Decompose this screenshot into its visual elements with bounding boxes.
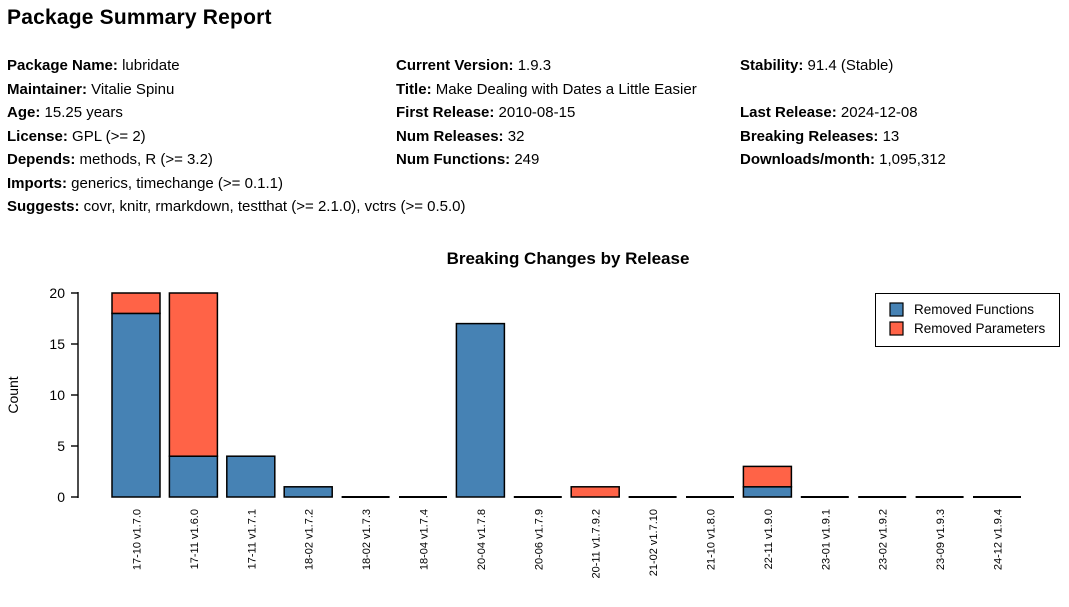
field-value: 13 — [878, 127, 900, 145]
x-tick-label: 17-10 v1.7.0 — [132, 509, 144, 570]
x-tick-label: 20-04 v1.7.8 — [476, 509, 488, 570]
field-label: Suggests: — [7, 198, 80, 215]
field-value: 1.9.3 — [513, 57, 552, 74]
field-label: Title: — [396, 80, 432, 98]
field-value: Make Dealing with Dates a Little Easier — [431, 80, 697, 98]
field-label: Num Releases: — [396, 127, 504, 145]
field-row: Breaking Releases: 13 — [740, 125, 946, 149]
y-tick-label: 5 — [57, 438, 65, 454]
bar-segment-parameters — [742, 465, 793, 488]
field-row: License: GPL (>= 2) — [7, 125, 466, 149]
legend-label: Removed Functions — [914, 302, 1034, 317]
page-title: Package Summary Report — [7, 6, 272, 29]
x-tick-label: 23-02 v1.9.2 — [878, 509, 890, 570]
field-label: Last Release: — [740, 104, 837, 121]
bar-segment-parameters — [111, 292, 161, 315]
bar-segment-functions — [111, 312, 161, 498]
field-label: Age: — [7, 104, 41, 121]
bar-segment-functions — [168, 455, 219, 498]
field-row: Current Version: 1.9.3 — [396, 54, 697, 78]
bar-segment-parameters — [168, 292, 219, 457]
field-row: Depends: methods, R (>= 3.2) — [7, 148, 466, 172]
field-value: 91.4 (Stable) — [803, 57, 894, 74]
field-label: Downloads/month: — [740, 151, 875, 168]
header-column-stability: Stability: 91.4 (Stable) Last Release: 20… — [740, 54, 946, 172]
chart-title: Breaking Changes by Release — [447, 249, 690, 268]
field-value: covr, knitr, rmarkdown, testthat (>= 2.1… — [79, 198, 466, 215]
x-tick-label: 21-02 v1.7.10 — [648, 509, 660, 576]
field-row: Suggests: covr, knitr, rmarkdown, testth… — [7, 195, 466, 219]
field-label: Maintainer: — [7, 80, 88, 98]
field-value: 32 — [503, 127, 525, 145]
field-label: Num Functions: — [396, 151, 511, 168]
field-value: 15.25 years — [40, 104, 123, 121]
field-label: Package Name: — [7, 57, 118, 74]
field-label: First Release: — [396, 104, 495, 121]
field-value: methods, R (>= 3.2) — [75, 151, 213, 168]
x-tick-label: 17-11 v1.6.0 — [189, 509, 201, 569]
x-tick-label: 18-02 v1.7.2 — [304, 509, 316, 570]
field-row: Num Functions: 249 — [396, 148, 697, 172]
field-value: generics, timechange (>= 0.1.1) — [67, 174, 283, 192]
field-label: Stability: — [740, 57, 804, 74]
field-value: 1,095,312 — [875, 151, 946, 168]
x-tick-label: 20-11 v1.7.9.2 — [591, 509, 603, 579]
field-label: Imports: — [7, 174, 67, 192]
x-tick-label: 21-10 v1.8.0 — [706, 509, 718, 570]
field-label: Current Version: — [396, 57, 514, 74]
field-value: 2024-12-08 — [836, 104, 918, 121]
field-row: Maintainer: Vitalie Spinu — [7, 78, 466, 102]
x-tick-label: 18-02 v1.7.3 — [361, 509, 373, 570]
field-row: Stability: 91.4 (Stable) — [740, 54, 946, 78]
x-tick-label: 23-01 v1.9.1 — [820, 509, 832, 570]
y-axis-title: Count — [5, 376, 21, 413]
field-value: 249 — [510, 151, 540, 168]
field-label: Depends: — [7, 151, 76, 168]
field-value: 2010-08-15 — [494, 104, 576, 121]
x-tick-label: 23-09 v1.9.3 — [935, 509, 947, 570]
bar-segment-functions — [455, 322, 506, 498]
legend-swatch — [889, 321, 904, 336]
field-row: Downloads/month: 1,095,312 — [740, 148, 946, 172]
field-label: License: — [7, 127, 68, 145]
legend-swatch — [889, 302, 904, 317]
field-row: Last Release: 2024-12-08 — [740, 101, 946, 125]
field-row: Num Releases: 32 — [396, 125, 697, 149]
legend-label: Removed Parameters — [914, 321, 1046, 336]
y-tick-label: 10 — [49, 387, 65, 403]
field-value: GPL (>= 2) — [67, 127, 146, 145]
field-row: Age: 15.25 years — [7, 101, 466, 125]
legend-box — [875, 293, 1060, 347]
x-tick-label: 20-06 v1.7.9 — [533, 509, 545, 570]
bar-segment-functions — [283, 486, 333, 498]
field-row — [740, 78, 946, 102]
x-tick-label: 18-04 v1.7.4 — [419, 509, 431, 570]
x-tick-label: 17-11 v1.7.1 — [246, 509, 258, 569]
bar-segment-functions — [226, 455, 276, 498]
field-label: Breaking Releases: — [740, 127, 879, 145]
field-row: First Release: 2010-08-15 — [396, 101, 697, 125]
y-tick-label: 20 — [49, 285, 65, 301]
breaking-changes-chart: Breaking Changes by Release 0 5 10 15 20 Count… — [5, 249, 1060, 579]
bar-segment-parameters — [570, 486, 620, 498]
bar-segment-functions — [742, 486, 793, 498]
y-tick-label: 0 — [57, 489, 65, 505]
x-tick-label: 24-12 v1.9.4 — [993, 509, 1005, 570]
header-column-version: Current Version: 1.9.3 Title: Make Dealin… — [396, 54, 697, 172]
field-row: Imports: generics, timechange (>= 0.1.1) — [7, 172, 466, 196]
field-row: Title: Make Dealing with Dates a Little … — [396, 78, 697, 102]
field-value: lubridate — [117, 57, 180, 74]
chart-container: Breaking Changes by Release 0 5 10 15 20 Count… — [0, 242, 1069, 602]
x-tick-label: 22-11 v1.9.0 — [763, 509, 775, 569]
y-tick-label: 15 — [49, 336, 65, 352]
field-row: Package Name: lubridate — [7, 54, 466, 78]
header-column-package: Package Name: lubridate Maintainer: Vital… — [7, 54, 466, 219]
field-value: Vitalie Spinu — [87, 80, 175, 98]
